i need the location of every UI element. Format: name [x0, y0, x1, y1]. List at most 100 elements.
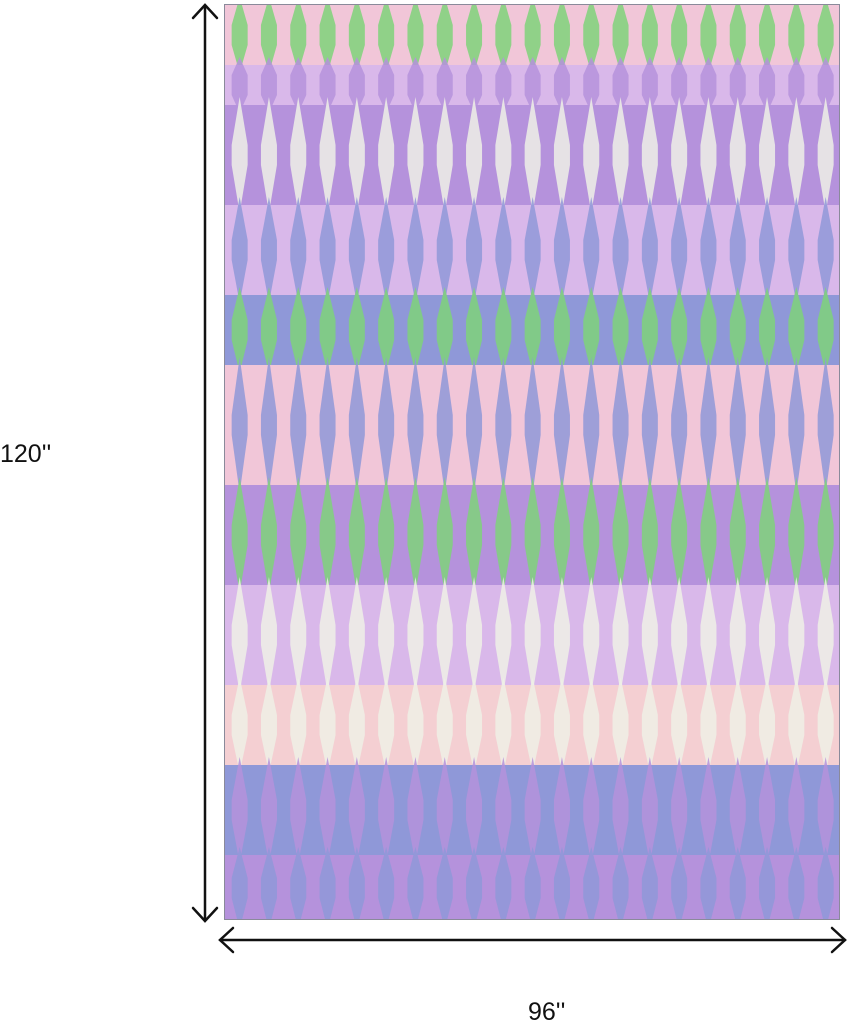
rug-flame-motif	[788, 757, 805, 863]
rug-flame-motif	[759, 287, 776, 373]
rug-flame-motif	[348, 357, 365, 493]
rug-flame-motif	[495, 577, 512, 693]
rug-flame-motif	[729, 97, 746, 213]
rug-flame-motif	[436, 757, 453, 863]
rug-flame-motif	[290, 677, 307, 773]
rug-flame-motif	[407, 677, 424, 773]
rug-flame-motif	[407, 357, 424, 493]
rug-flame-motif	[583, 477, 600, 593]
rug-flame-motif	[378, 847, 395, 919]
height-arrow-bottom-head	[191, 906, 219, 923]
rug-flame-motif	[260, 357, 277, 493]
rug-flame-motif	[788, 847, 805, 919]
rug-flame-motif	[729, 357, 746, 493]
rug-flame-motif	[553, 677, 570, 773]
rug-flame-motif	[436, 57, 453, 113]
rug-flame-motif	[729, 677, 746, 773]
rug-flame-motif	[641, 757, 658, 863]
rug-flame-motif	[583, 57, 600, 113]
rug-flame-motif	[553, 287, 570, 373]
rug-flame-motif	[788, 287, 805, 373]
rug-flame-motif	[612, 97, 629, 213]
rug-flame-motif	[817, 197, 834, 303]
rug-flame-motif	[788, 197, 805, 303]
rug-flame-motif	[671, 5, 688, 73]
rug-flame-motif	[466, 757, 483, 863]
rug-flame-motif	[407, 757, 424, 863]
rug-flame-motif	[319, 287, 336, 373]
rug-flame-motif	[553, 757, 570, 863]
rug-flame-motif	[407, 577, 424, 693]
rug-flame-motif	[231, 97, 248, 213]
rug-flame-motif	[759, 677, 776, 773]
rug-flame-motif	[436, 677, 453, 773]
rug-flame-motif	[495, 847, 512, 919]
rug-flame-motif	[495, 287, 512, 373]
rug-flame-motif	[436, 577, 453, 693]
rug-flame-motif	[788, 477, 805, 593]
rug-flame-motif	[671, 477, 688, 593]
rug-flame-motif	[729, 847, 746, 919]
rug-flame-motif	[759, 5, 776, 73]
rug-flame-motif	[817, 5, 834, 73]
rug-flame-motif	[231, 197, 248, 303]
rug-flame-motif	[436, 5, 453, 73]
rug-flame-motif	[319, 57, 336, 113]
rug-flame-motif	[671, 847, 688, 919]
rug-flame-motif	[466, 847, 483, 919]
rug-flame-motif	[729, 57, 746, 113]
rug-flame-motif	[700, 197, 717, 303]
rug-flame-motif	[524, 757, 541, 863]
rug-flame-motif	[817, 287, 834, 373]
rug-flame-motif	[466, 57, 483, 113]
rug-flame-motif	[759, 757, 776, 863]
rug-flame-motif	[700, 357, 717, 493]
rug-flame-motif	[378, 677, 395, 773]
rug-flame-motif	[729, 197, 746, 303]
rug-flame-motif	[553, 97, 570, 213]
rug-flame-motif	[788, 57, 805, 113]
rug-flame-motif	[348, 57, 365, 113]
rug-flame-motif	[378, 5, 395, 73]
rug-flame-motif	[407, 477, 424, 593]
rug-flame-motif	[583, 197, 600, 303]
rug-flame-motif	[495, 357, 512, 493]
rug-flame-motif	[290, 287, 307, 373]
rug-flame-motif	[671, 287, 688, 373]
rug-flame-motif	[319, 757, 336, 863]
rug-flame-motif	[495, 97, 512, 213]
rug-flame-motif	[524, 357, 541, 493]
rug-flame-motif	[378, 197, 395, 303]
rug-flame-motif	[553, 5, 570, 73]
rug-flame-motif	[817, 757, 834, 863]
rug-flame-motif	[524, 847, 541, 919]
rug-flame-motif	[466, 97, 483, 213]
rug-flame-motif	[260, 577, 277, 693]
rug-flame-motif	[700, 757, 717, 863]
rug-flame-motif	[290, 577, 307, 693]
rug-flame-motif	[407, 847, 424, 919]
rug-flame-motif	[231, 847, 248, 919]
rug-flame-motif	[231, 677, 248, 773]
rug-flame-motif	[729, 477, 746, 593]
rug-flame-motif	[700, 5, 717, 73]
rug-flame-motif	[612, 577, 629, 693]
rug-flame-motif	[583, 677, 600, 773]
rug-flame-motif	[671, 357, 688, 493]
rug-flame-motif	[436, 287, 453, 373]
rug-flame-motif	[378, 357, 395, 493]
rug-flame-motif	[495, 197, 512, 303]
rug-flame-motif	[231, 477, 248, 593]
rug-flame-motif	[231, 577, 248, 693]
rug-flame-motif	[641, 197, 658, 303]
rug-flame-motif	[319, 97, 336, 213]
rug-flame-motif	[319, 677, 336, 773]
rug-flame-motif	[671, 577, 688, 693]
rug-flame-motif	[759, 197, 776, 303]
rug-flame-motif	[407, 57, 424, 113]
rug-flame-motif	[524, 677, 541, 773]
rug-flame-motif	[407, 197, 424, 303]
rug-flame-motif	[612, 847, 629, 919]
rug-flame-motif	[700, 847, 717, 919]
